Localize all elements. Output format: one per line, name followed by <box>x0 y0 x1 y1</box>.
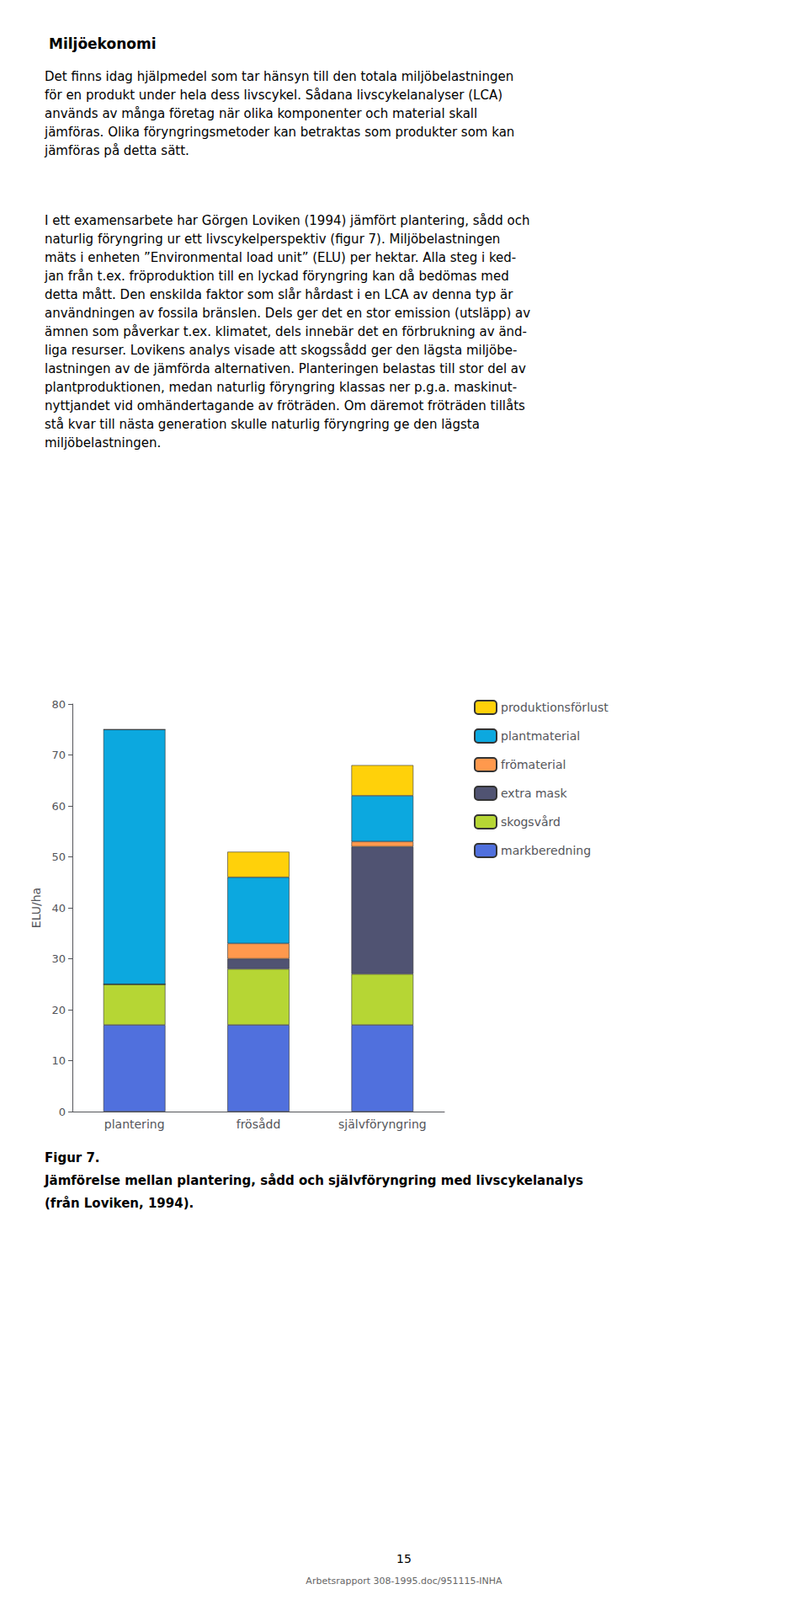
svg-text:för en produkt under hela dess: för en produkt under hela dess livscykel… <box>44 87 503 103</box>
svg-text:Jämförelse mellan plantering,: Jämförelse mellan plantering, sådd och s… <box>43 1172 584 1188</box>
svg-text:skogsvård: skogsvård <box>500 814 561 829</box>
svg-text:extra mask: extra mask <box>500 786 568 800</box>
svg-text:mäts i enheten ”Environmental: mäts i enheten ”Environmental load unit”… <box>44 249 516 266</box>
svg-text:30: 30 <box>51 951 66 965</box>
svg-text:frömaterial: frömaterial <box>500 757 566 771</box>
svg-text:jämföras på detta sätt.: jämföras på detta sätt. <box>43 143 190 159</box>
svg-text:markberedning: markberedning <box>500 843 591 857</box>
svg-text:miljöbelastningen.: miljöbelastningen. <box>44 435 161 451</box>
svg-text:liga resurser. Lovikens analys: liga resurser. Lovikens analys visade at… <box>44 342 517 358</box>
svg-text:10: 10 <box>51 1053 66 1067</box>
svg-text:användningen av fossila bränsl: användningen av fossila bränslen. Dels g… <box>44 305 531 321</box>
svg-text:50: 50 <box>51 850 66 863</box>
svg-text:Figur 7.: Figur 7. <box>44 1149 101 1165</box>
svg-text:detta mått. Den enskilda fakto: detta mått. Den enskilda faktor som slår… <box>44 287 514 303</box>
svg-text:20: 20 <box>51 1003 66 1016</box>
svg-text:används av många företag när o: används av många företag när olika kompo… <box>44 106 478 122</box>
svg-text:Det finns idag hjälpmedel som: Det finns idag hjälpmedel som tar hänsyn… <box>44 69 514 85</box>
svg-text:ELU/ha: ELU/ha <box>29 887 43 928</box>
svg-text:produktionsförlust: produktionsförlust <box>500 700 609 714</box>
svg-text:frösådd: frösådd <box>236 1116 282 1131</box>
svg-text:lastningen av de jämförda alte: lastningen av de jämförda alternativen. … <box>44 361 527 377</box>
svg-text:självföryngring: självföryngring <box>338 1116 427 1131</box>
svg-text:ämnen som påverkar t.ex. klima: ämnen som påverkar t.ex. klimatet, dels … <box>44 324 527 340</box>
svg-text:stå kvar till nästa generation: stå kvar till nästa generation skulle na… <box>44 416 480 432</box>
svg-text:70: 70 <box>51 748 66 761</box>
svg-text:jämföras. Olika föryngringsmet: jämföras. Olika föryngringsmetoder kan b… <box>43 124 515 140</box>
svg-text:(från Loviken, 1994).: (från Loviken, 1994). <box>44 1195 194 1211</box>
svg-text:plantering: plantering <box>104 1116 165 1131</box>
svg-text:Arbetsrapport 308-1995.doc/951: Arbetsrapport 308-1995.doc/951115-INHA <box>305 1574 503 1586</box>
svg-text:80: 80 <box>51 697 66 711</box>
svg-text:naturlig föryngring ur ett liv: naturlig föryngring ur ett livscykelpers… <box>44 231 500 247</box>
svg-text:0: 0 <box>58 1105 66 1118</box>
svg-text:jan från t.ex. fröproduktion t: jan från t.ex. fröproduktion till en lyc… <box>43 268 510 284</box>
svg-text:40: 40 <box>51 901 66 915</box>
svg-text:15: 15 <box>396 1551 412 1565</box>
svg-text:60: 60 <box>51 799 66 813</box>
svg-text:plantproduktionen, medan natur: plantproduktionen, medan naturlig föryng… <box>44 379 517 395</box>
svg-text:plantmaterial: plantmaterial <box>500 728 580 743</box>
svg-text:I ett examensarbete har Görgen: I ett examensarbete har Görgen Loviken (… <box>44 212 531 229</box>
svg-text:Miljöekonomi: Miljöekonomi <box>48 35 156 53</box>
svg-text:nyttjandet vid omhändertagande: nyttjandet vid omhändertagande av fröträ… <box>44 398 526 414</box>
